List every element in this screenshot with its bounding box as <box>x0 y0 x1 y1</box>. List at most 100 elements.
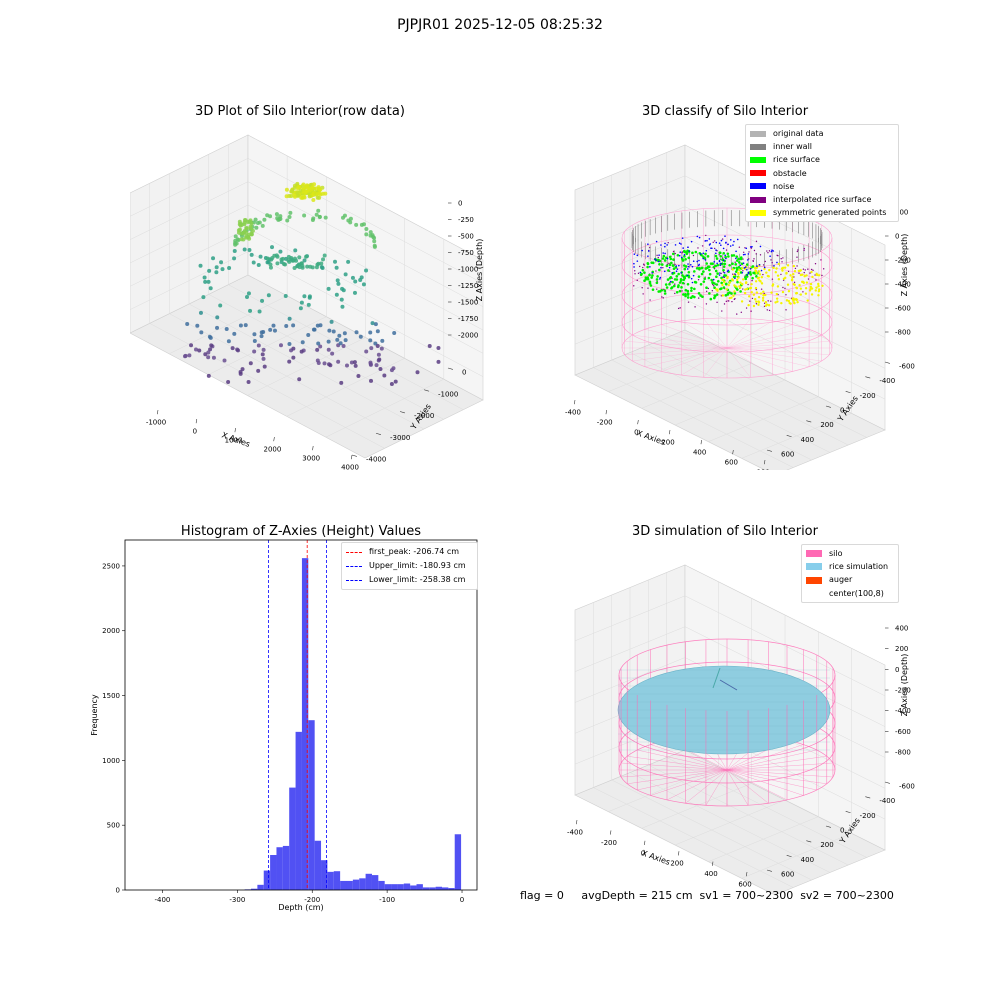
interpolated-point <box>638 265 641 268</box>
data-point <box>378 367 383 372</box>
silo-spoke <box>726 762 833 771</box>
noise-point <box>692 260 695 263</box>
data-point <box>238 369 243 374</box>
histogram-bar <box>365 873 372 890</box>
x-axis-label: X Axies <box>640 848 671 867</box>
noise-point <box>705 249 708 252</box>
rice-surface-point <box>679 277 683 281</box>
tick-mark <box>766 449 772 452</box>
x-tick-label: 0 <box>634 429 638 437</box>
interpolated-point <box>820 259 822 261</box>
x-axis-label: X Axies <box>220 430 251 449</box>
legend-swatch <box>806 563 822 571</box>
data-point <box>249 221 254 226</box>
symmetric-point <box>801 280 805 284</box>
silo-spoke <box>644 329 728 349</box>
rice-surface-point <box>672 284 676 288</box>
x-tick-label: -1000 <box>146 419 166 427</box>
data-point <box>326 347 331 352</box>
data-point <box>268 214 273 219</box>
silo-spoke <box>726 324 793 349</box>
data-point <box>258 254 263 259</box>
interpolated-point <box>711 283 714 286</box>
interpolated-point <box>656 254 658 257</box>
interpolated-point <box>802 268 805 270</box>
rice-surface-point <box>751 276 754 280</box>
panel-raw-data: 3D Plot of Silo Interior(row data) -1000… <box>130 100 500 470</box>
rice-surface-point <box>684 293 687 296</box>
data-point <box>198 263 203 268</box>
x-tick-label: 200 <box>670 860 683 868</box>
noise-point <box>747 253 750 255</box>
symmetric-point <box>815 273 819 277</box>
data-point <box>269 257 274 262</box>
interpolated-point <box>750 247 753 249</box>
interpolated-point <box>732 273 734 275</box>
rice-surface-point <box>686 292 690 296</box>
data-point <box>389 368 394 373</box>
silo-spoke <box>661 324 728 349</box>
data-point <box>287 341 292 346</box>
rice-surface-point <box>736 288 739 291</box>
interpolated-point <box>810 268 813 271</box>
interpolated-point <box>718 254 720 256</box>
symmetric-point <box>738 268 741 272</box>
symmetric-point <box>755 266 759 269</box>
symmetric-point <box>752 304 756 308</box>
data-point <box>283 294 288 299</box>
data-point <box>375 344 380 349</box>
symmetric-point <box>817 294 820 297</box>
symmetric-point <box>721 283 724 287</box>
noise-point <box>687 263 689 265</box>
interpolated-point <box>656 288 658 290</box>
silo-spoke <box>726 347 830 355</box>
rice-surface-point <box>660 263 664 266</box>
panel-classify-title: 3D classify of Silo Interior <box>641 104 809 119</box>
data-point <box>331 329 336 334</box>
noise-point <box>704 240 707 242</box>
noise-point <box>735 250 737 253</box>
symmetric-point <box>811 275 814 279</box>
noise-point <box>663 270 666 273</box>
symmetric-point <box>756 277 760 280</box>
data-point <box>234 241 239 246</box>
noise-point <box>756 265 758 267</box>
rice-surface-point <box>643 279 646 283</box>
data-point <box>314 212 319 217</box>
tick-mark <box>700 439 702 445</box>
histogram-bar <box>295 731 302 890</box>
data-point <box>259 330 264 335</box>
symmetric-point <box>809 287 813 290</box>
z-tick-label: -2000 <box>458 332 478 340</box>
silo-spoke <box>632 334 728 349</box>
symmetric-point <box>786 264 790 267</box>
data-point <box>335 278 340 283</box>
noise-point <box>725 257 727 260</box>
interpolated-point <box>742 270 744 272</box>
silo-spoke <box>621 769 728 778</box>
data-point <box>248 361 253 366</box>
silo-spoke <box>726 329 810 349</box>
data-point <box>339 297 344 302</box>
data-point <box>256 368 261 373</box>
rice-surface-point <box>726 252 730 256</box>
rice-surface-point <box>668 282 671 286</box>
legend-entry: noise <box>750 180 898 193</box>
rice-surface-point <box>678 289 682 293</box>
rice-surface-point <box>693 280 697 284</box>
data-point <box>310 218 315 223</box>
silo-spoke <box>726 334 822 349</box>
data-point <box>207 334 212 339</box>
symmetric-point <box>804 292 808 295</box>
legend-swatch <box>806 590 822 597</box>
rice-surface-point <box>649 284 653 287</box>
rice-surface-point <box>711 262 714 266</box>
interpolated-point <box>781 261 783 263</box>
symmetric-point <box>817 284 820 288</box>
rice-surface-point <box>724 282 728 286</box>
symmetric-point <box>754 280 758 283</box>
rice-surface-point <box>651 274 654 277</box>
symmetric-point <box>784 276 787 280</box>
silo-spoke <box>705 769 728 806</box>
rice-surface-point <box>704 252 707 256</box>
